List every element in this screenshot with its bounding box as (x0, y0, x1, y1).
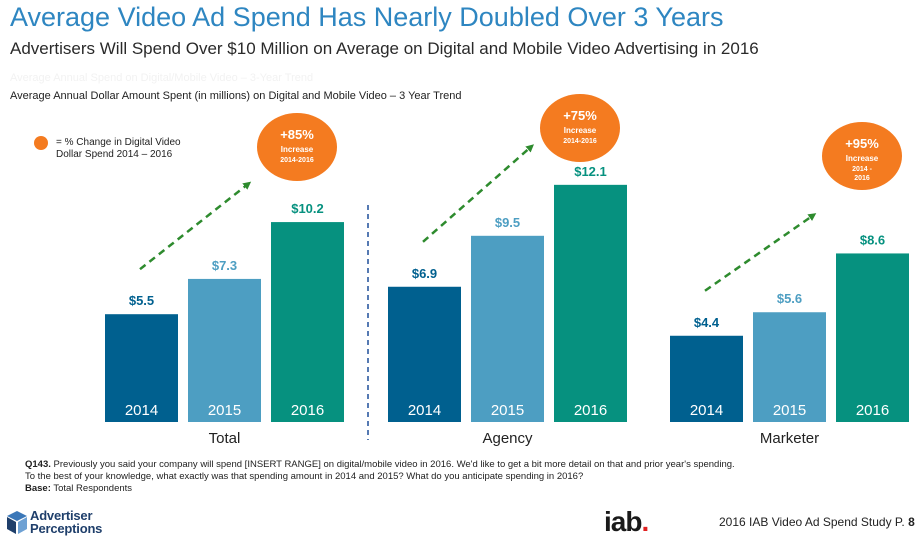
badge-percent: +75% (563, 108, 597, 123)
badge-percent: +95% (845, 136, 879, 151)
badge-line-2: 2014 - (852, 166, 873, 173)
year-label: 2015 (208, 402, 241, 419)
category-label: Marketer (760, 430, 819, 447)
study-name: 2016 IAB Video Ad Spend Study P. (719, 515, 905, 529)
value-label: $9.5 (495, 215, 520, 230)
growth-arrow (139, 181, 252, 271)
question-text-1: Previously you said your company will sp… (50, 459, 735, 470)
question-number: Q143. (25, 459, 51, 470)
legend-line-2: Dollar Spend 2014 – 2016 (56, 149, 173, 160)
iab-logo: iab. (604, 506, 649, 538)
survey-question-footnote: Q143. Previously you said your company w… (25, 459, 735, 495)
logo-line-2: Perceptions (30, 521, 103, 536)
bar-marketer-2016 (836, 253, 909, 422)
year-label: 2014 (690, 402, 723, 419)
year-label: 2016 (574, 402, 607, 419)
base-text: Total Respondents (50, 483, 133, 494)
bar-total-2015 (188, 278, 261, 422)
growth-arrow (704, 213, 817, 292)
question-line-2: To the best of your knowledge, what exac… (25, 471, 584, 482)
page-number: 8 (908, 515, 915, 529)
percent-change-badge (540, 94, 620, 162)
bar-agency-2016 (554, 184, 627, 422)
value-label: $8.6 (860, 232, 885, 247)
bar-chart: $5.5 2014 $7.3 2015 $10.2 2016 Total +85% Increa… (105, 94, 909, 447)
logo-line-1: Advertiser (30, 508, 93, 523)
chart-title: Average Annual Dollar Amount Spent (in m… (10, 90, 462, 102)
year-label: 2014 (125, 402, 158, 419)
bar-marketer-2015 (753, 312, 826, 422)
year-label: 2016 (856, 402, 889, 419)
badge-line-1: Increase (846, 154, 879, 163)
value-label: $5.5 (129, 293, 154, 308)
page-subtitle: Advertisers Will Spend Over $10 Million … (10, 39, 759, 58)
badge-line-1: Increase (281, 145, 314, 154)
category-label: Agency (482, 430, 533, 447)
bar-agency-2014 (388, 286, 461, 422)
legend-text: = % Change in Digital Video Dollar Spend… (56, 137, 236, 161)
value-label: $6.9 (412, 266, 437, 281)
page-info: 2016 IAB Video Ad Spend Study P. 8 (719, 515, 915, 529)
iab-logo-text: iab (604, 506, 642, 537)
value-label: $4.4 (694, 315, 720, 330)
badge-line-2: 2014-2016 (563, 138, 597, 145)
iab-logo-dot: . (641, 506, 649, 537)
question-line-1: Q143. Previously you said your company w… (25, 459, 735, 471)
bar-agency-2015 (471, 235, 544, 422)
base-label: Base: (25, 483, 51, 494)
value-label: $7.3 (212, 258, 237, 273)
badge-percent: +85% (280, 127, 314, 142)
year-label: 2014 (408, 402, 441, 419)
base-line: Base: Total Respondents (25, 483, 735, 495)
bar-total-2016 (271, 222, 344, 422)
percent-change-badge (257, 113, 337, 181)
badge-line-2: 2014-2016 (280, 157, 314, 164)
percent-change-badge (822, 122, 902, 190)
advertiser-perceptions-logo: Advertiser Perceptions (6, 509, 146, 536)
faded-chart-title: Average Annual Spend on Digital/Mobile V… (10, 72, 314, 84)
bar-total-2014 (105, 314, 178, 422)
badge-line-1: Increase (564, 126, 597, 135)
value-label: $10.2 (291, 201, 324, 216)
cube-logo-icon (7, 511, 27, 534)
year-label: 2015 (491, 402, 524, 419)
value-label: $12.1 (574, 164, 607, 179)
bar-marketer-2014 (670, 335, 743, 422)
page-title: Average Video Ad Spend Has Nearly Double… (10, 2, 724, 32)
year-label: 2016 (291, 402, 324, 419)
badge-line-3: 2016 (854, 175, 870, 182)
logo-text: Advertiser Perceptions (30, 509, 102, 535)
value-label: $5.6 (777, 291, 802, 306)
year-label: 2015 (773, 402, 806, 419)
legend-line-1: = % Change in Digital Video (56, 137, 181, 148)
legend-orange-dot (34, 136, 48, 150)
category-label: Total (209, 430, 241, 447)
